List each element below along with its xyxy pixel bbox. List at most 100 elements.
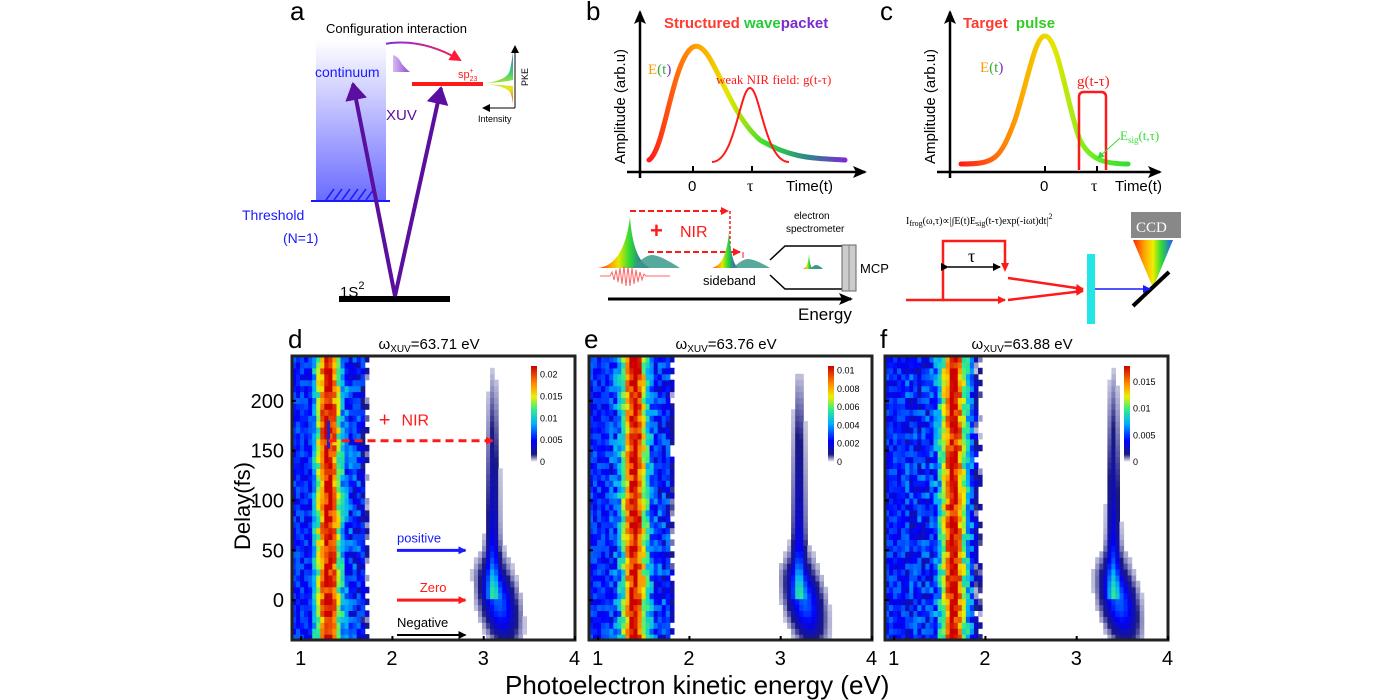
heatmap-cell bbox=[791, 503, 796, 511]
heatmap-cell bbox=[494, 403, 499, 410]
heatmap-cell bbox=[360, 415, 366, 422]
heatmap-cell bbox=[613, 356, 618, 363]
heatmap-cell bbox=[897, 468, 902, 475]
heatmap-cell bbox=[324, 361, 329, 369]
heatmap-cell bbox=[629, 509, 634, 517]
heatmap-cell bbox=[312, 616, 317, 623]
heatmap-cell bbox=[893, 391, 898, 398]
heatmap-cell bbox=[629, 563, 634, 570]
heatmap-cell bbox=[637, 616, 643, 623]
heatmap-cell bbox=[827, 622, 833, 629]
heatmap-cell bbox=[609, 527, 614, 535]
heatmap-cell bbox=[336, 450, 342, 458]
heatmap-cell bbox=[633, 456, 639, 464]
heatmap-cell bbox=[304, 409, 309, 416]
heatmap-cell bbox=[312, 622, 317, 629]
heatmap-cell bbox=[953, 432, 959, 440]
heatmap-cell bbox=[973, 527, 979, 535]
heatmap-cell bbox=[921, 592, 926, 600]
heatmap-cell bbox=[933, 509, 939, 517]
heatmap-cell bbox=[965, 474, 971, 481]
heatmap-cell bbox=[803, 444, 808, 452]
heatmap-cell bbox=[320, 474, 325, 481]
heatmap-cell bbox=[897, 356, 902, 363]
heatmap-cell bbox=[344, 462, 350, 469]
heatmap-cell bbox=[324, 486, 329, 493]
heatmap-cell bbox=[921, 356, 926, 363]
heatmap-cell bbox=[978, 574, 983, 582]
heatmap-cell bbox=[356, 521, 362, 529]
heatmap-cell bbox=[597, 492, 602, 499]
heatmap-cell bbox=[589, 604, 594, 611]
heatmap-cell bbox=[473, 592, 479, 600]
heatmap-cell bbox=[925, 486, 930, 493]
heatmap-cell bbox=[661, 356, 667, 363]
heatmap-cell bbox=[336, 563, 342, 570]
heatmap-cell bbox=[344, 379, 350, 387]
heatmap-cell bbox=[973, 397, 979, 404]
heatmap-cell bbox=[352, 391, 358, 398]
heatmap-cell bbox=[1107, 450, 1112, 458]
heatmap-cell bbox=[641, 379, 647, 387]
heatmap-cell bbox=[653, 391, 659, 398]
heatmap-cell bbox=[669, 427, 675, 434]
heatmap-cell bbox=[1115, 574, 1120, 582]
heatmap-cell bbox=[811, 604, 816, 611]
heatmap-cell bbox=[787, 574, 792, 582]
panel-c-field-label: E(t) bbox=[980, 60, 1003, 76]
heatmap-cell bbox=[941, 427, 947, 434]
heatmap-cell bbox=[1131, 604, 1137, 611]
heatmap-cell bbox=[978, 474, 983, 481]
heatmap-cell bbox=[941, 574, 947, 582]
heatmap-cell bbox=[969, 592, 975, 600]
heatmap-cell bbox=[819, 574, 824, 582]
heatmap-cell bbox=[973, 515, 979, 523]
heatmap-cell bbox=[308, 509, 313, 517]
heatmap-cell bbox=[965, 503, 971, 511]
heatmap-cell bbox=[486, 403, 491, 410]
heatmap-cell bbox=[348, 391, 354, 398]
heatmap-cell bbox=[889, 509, 894, 517]
heatmap-cell bbox=[811, 628, 816, 635]
heatmap-cell bbox=[961, 628, 967, 635]
heatmap-cell bbox=[292, 385, 297, 393]
heatmap-cell bbox=[641, 574, 647, 582]
heatmap-cell bbox=[308, 580, 313, 588]
heatmap-cell bbox=[1111, 533, 1116, 540]
heatmap-cell bbox=[473, 569, 479, 576]
heatmap-cell bbox=[795, 468, 800, 475]
heatmap-cell bbox=[909, 409, 914, 416]
heatmap-cell bbox=[589, 373, 594, 381]
heatmap-cell bbox=[637, 569, 643, 576]
heatmap-cell bbox=[613, 379, 618, 387]
heatmap-cell bbox=[593, 557, 598, 564]
heatmap-cell bbox=[657, 438, 663, 446]
heatmap-cell bbox=[514, 634, 519, 641]
heatmap-cell bbox=[613, 397, 618, 404]
heatmap-cell bbox=[316, 551, 321, 558]
heatmap-cell bbox=[645, 356, 651, 363]
heatmap-cell bbox=[348, 480, 354, 487]
heatmap-cell bbox=[889, 456, 894, 464]
heatmap-cell bbox=[795, 379, 800, 387]
heatmap-cell bbox=[957, 421, 963, 428]
heatmap-cell bbox=[913, 622, 918, 629]
heatmap-cell bbox=[965, 557, 971, 564]
heatmap-cell bbox=[649, 503, 655, 511]
heatmap-cell bbox=[292, 462, 297, 469]
heatmap-cell bbox=[657, 509, 663, 517]
heatmap-cell bbox=[605, 551, 610, 558]
heatmap-cell bbox=[949, 592, 955, 600]
shared-x-label: Photoelectron kinetic energy (eV) bbox=[505, 670, 889, 700]
heatmap-cell bbox=[506, 604, 511, 611]
heatmap-cell bbox=[316, 438, 321, 446]
heatmap-cell bbox=[921, 580, 926, 588]
heatmap-cell bbox=[617, 415, 622, 422]
heatmap-cell bbox=[502, 622, 507, 629]
heatmap-cell bbox=[360, 397, 366, 404]
heatmap-cell bbox=[597, 456, 602, 464]
heatmap-cell bbox=[917, 367, 922, 375]
heatmap-cell bbox=[605, 610, 610, 617]
heatmap-cell bbox=[621, 415, 626, 422]
